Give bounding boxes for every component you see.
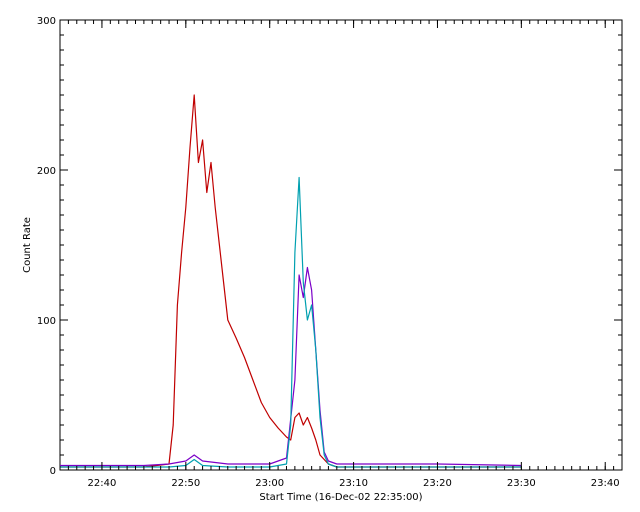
plot-frame bbox=[59, 19, 623, 471]
y-tick-label: 100 bbox=[37, 316, 56, 327]
x-tick-label: 23:30 bbox=[507, 478, 536, 489]
x-tick-label: 23:20 bbox=[423, 478, 452, 489]
series-line-1 bbox=[60, 94, 522, 468]
series-layer bbox=[60, 94, 522, 468]
axes-layer: 0 100 200 300 22:40 22:50 23:00 23:10 23:20 23:30… bbox=[37, 16, 623, 489]
y-tick-label: 0 bbox=[50, 466, 56, 477]
series-line-3 bbox=[60, 176, 522, 468]
x-tick-label: 23:10 bbox=[339, 478, 368, 489]
x-axis-title: Start Time (16-Dec-02 22:35:00) bbox=[259, 492, 422, 503]
x-tick-label: 22:50 bbox=[171, 478, 200, 489]
x-tick-label: 23:00 bbox=[255, 478, 284, 489]
plot-area bbox=[59, 19, 623, 471]
y-tick-label: 300 bbox=[37, 16, 56, 27]
x-tick-label: 23:40 bbox=[591, 478, 620, 489]
y-axis-title: Count Rate bbox=[22, 217, 33, 273]
series-line-2 bbox=[60, 266, 522, 467]
y-tick-label: 200 bbox=[37, 166, 56, 177]
x-tick-label: 22:40 bbox=[88, 478, 117, 489]
